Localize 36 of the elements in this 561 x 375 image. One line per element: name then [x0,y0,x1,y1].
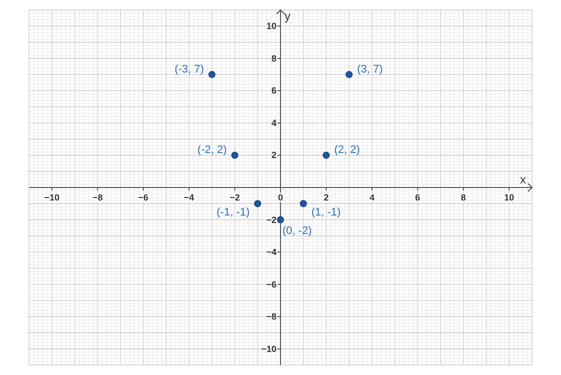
point [208,71,216,78]
x-tick-label: −8 [92,192,103,202]
point [254,200,262,208]
x-tick-label: −2 [230,192,240,202]
x-tick-label: 4 [369,192,374,202]
data-label: (3, 7) [357,64,383,76]
data-label: (1, -1) [311,206,341,219]
y-tick-label: −4 [266,247,276,258]
y-tick-label: 4 [271,118,276,128]
x-axis-title: x [520,172,526,186]
x-tick-label: 2 [324,192,329,202]
point [322,152,330,159]
y-tick-label: 2 [271,150,276,160]
x-tick-label: −4 [184,192,194,202]
x-tick-label: −10 [44,192,60,202]
point [231,152,238,159]
y-tick-label: 6 [271,86,276,96]
x-tick-label: 6 [415,192,420,202]
x-tick-label: 10 [504,192,514,202]
point [300,200,307,208]
data-label: (-3, 7) [174,64,204,76]
x-tick-label: 8 [460,192,466,202]
y-tick-label: 10 [266,21,276,32]
data-label: (2, 2) [334,144,360,156]
y-tick-label: 8 [271,53,276,64]
y-tick-label: −8 [266,312,276,322]
y-tick-label: −10 [261,344,276,354]
y-tick-label: −2 [266,214,276,225]
data-label: (-1, -1) [216,206,250,219]
y-tick-label: −6 [266,279,276,290]
data-label: (-2, 2) [197,144,227,156]
x-tick-label: −6 [138,192,148,202]
point [277,216,284,224]
y-axis-title: y [284,9,290,23]
data-label: (0, -2) [282,224,312,237]
point [346,71,353,78]
